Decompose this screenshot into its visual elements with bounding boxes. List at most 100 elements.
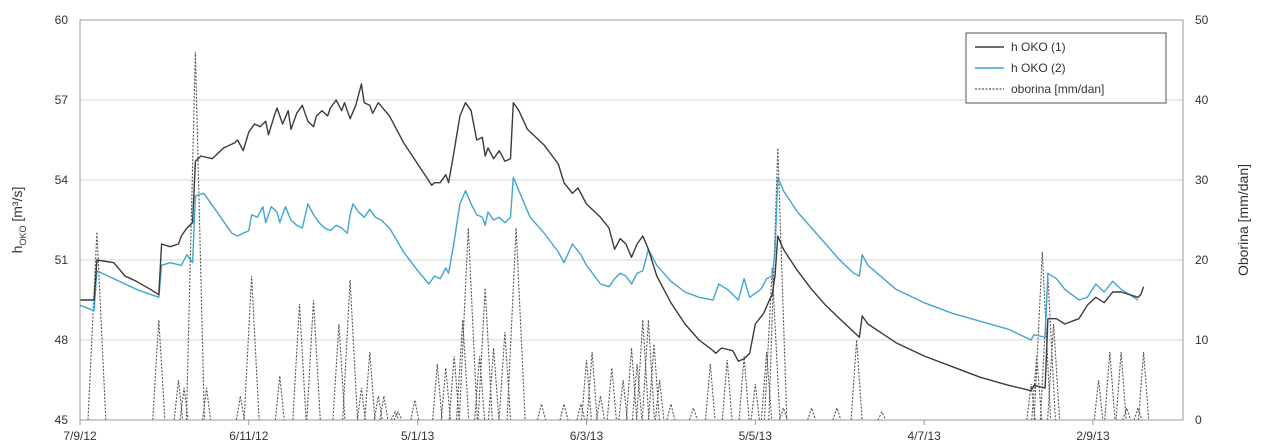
y-right-tick-label: 50 xyxy=(1195,13,1209,27)
series-line-h-oko-2 xyxy=(79,176,1139,341)
rain-spike xyxy=(778,406,788,421)
rain-spike xyxy=(458,227,478,421)
rain-spike xyxy=(1133,406,1143,421)
y-right-tick-label: 10 xyxy=(1195,333,1209,347)
y-axis-left-title-sub: OKO xyxy=(18,226,28,246)
rain-spike xyxy=(688,406,698,421)
x-tick-label: 2/9/13 xyxy=(1076,429,1110,443)
rain-spike xyxy=(641,319,656,421)
x-axis-ticks: 7/9/12 6/11/12 5/1/13 6/3/13 5/5/13 4/7/13 2/9… xyxy=(63,420,1110,443)
plot-frame xyxy=(79,19,1184,421)
y-left-tick-label: 45 xyxy=(55,413,69,427)
rain-spike xyxy=(559,403,569,421)
rain-spike xyxy=(1122,406,1132,421)
rain-spike xyxy=(763,267,781,421)
rain-spike xyxy=(807,406,817,421)
rain-spike xyxy=(595,395,606,421)
rain-spike xyxy=(455,319,470,421)
series-line-h-oko-1 xyxy=(80,83,1145,392)
legend-label-h-oko-1: h OKO (1) xyxy=(1011,40,1066,54)
rain-spike xyxy=(721,359,733,421)
rain-spike xyxy=(832,406,842,421)
legend-label-h-oko-2: h OKO (2) xyxy=(1011,61,1066,75)
rain-spike xyxy=(243,275,260,421)
rain-spike xyxy=(581,359,592,421)
rain-spike xyxy=(390,410,400,421)
rain-spike xyxy=(292,303,307,421)
y-axis-right-title: Oborina [mm/dan] xyxy=(1235,164,1251,276)
y-axis-left-title: hOKO [m³/s] xyxy=(9,187,28,254)
rain-spike xyxy=(448,355,460,421)
y-left-tick-label: 48 xyxy=(55,333,69,347)
y-right-tick-label: 20 xyxy=(1195,253,1209,267)
rain-spike xyxy=(410,399,420,421)
rain-spike xyxy=(1115,351,1127,421)
rain-spike xyxy=(606,367,617,421)
rain-spike xyxy=(173,379,184,421)
rain-spike xyxy=(648,343,660,421)
rain-spike xyxy=(1104,351,1116,421)
rain-spike xyxy=(477,287,493,421)
rain-spike xyxy=(1093,379,1104,421)
rain-spike xyxy=(654,379,665,421)
x-tick-label: 7/9/12 xyxy=(63,429,97,443)
y-left-tick-label: 54 xyxy=(55,173,69,187)
y-right-tick-label: 40 xyxy=(1195,93,1209,107)
rain-spike xyxy=(618,379,628,421)
rain-spike xyxy=(506,227,526,421)
rain-spike xyxy=(760,351,773,421)
rain-spike xyxy=(202,387,212,421)
rain-spike xyxy=(332,323,346,421)
rain-spike xyxy=(306,299,321,421)
y-left-tick-label: 60 xyxy=(55,13,69,27)
rain-spike xyxy=(1137,351,1150,421)
rain-spike xyxy=(1026,383,1036,421)
legend-label-oborina: oborina [mm/dan] xyxy=(1011,82,1104,96)
rain-spike xyxy=(1033,251,1052,421)
rain-spike xyxy=(625,347,638,421)
rain-spike xyxy=(274,375,285,421)
legend: h OKO (1) h OKO (2) oborina [mm/dan] xyxy=(965,32,1167,104)
rain-spike xyxy=(356,387,366,421)
y-right-tick-label: 30 xyxy=(1195,173,1209,187)
rain-spike xyxy=(152,319,166,421)
x-tick-label: 5/1/13 xyxy=(401,429,435,443)
rain-spike xyxy=(738,355,750,421)
rain-spike xyxy=(586,351,598,421)
y-axis-left-title-main: h xyxy=(9,246,25,254)
rain-spike xyxy=(342,279,359,421)
y-right-tick-label: 0 xyxy=(1195,413,1202,427)
rain-spike xyxy=(432,363,443,421)
left-axis-ticks: 45 48 51 54 57 60 xyxy=(55,13,69,427)
rain-spike xyxy=(364,351,376,421)
rain-spike xyxy=(631,363,643,421)
x-tick-label: 6/11/12 xyxy=(229,429,268,443)
rain-spike xyxy=(235,395,245,421)
rain-spike xyxy=(666,403,676,421)
rain-spike xyxy=(750,383,760,421)
rain-spike xyxy=(373,395,383,421)
x-tick-label: 6/3/13 xyxy=(570,429,604,443)
y-axis-left-title-unit: [m³/s] xyxy=(9,187,25,226)
rain-spike xyxy=(393,410,403,421)
rain-spike xyxy=(704,363,716,421)
rain-spike xyxy=(1039,275,1056,421)
x-tick-label: 4/7/13 xyxy=(907,429,941,443)
y-left-tick-label: 57 xyxy=(55,93,69,107)
x-tick-label: 5/5/13 xyxy=(739,429,773,443)
rain-series xyxy=(87,51,1150,421)
rain-spike xyxy=(487,347,500,421)
rain-spike xyxy=(576,403,586,421)
rain-spike xyxy=(877,410,887,421)
rain-spike xyxy=(379,395,389,421)
rain-spike xyxy=(440,367,451,421)
right-axis-ticks: 0 10 20 30 40 50 xyxy=(1195,13,1209,427)
y-left-tick-label: 51 xyxy=(55,253,69,267)
rain-spike xyxy=(1047,323,1061,421)
rain-spike xyxy=(474,355,486,421)
rain-spike xyxy=(636,319,650,421)
rain-spike xyxy=(185,51,205,421)
rain-spike xyxy=(850,339,863,421)
rain-spike xyxy=(498,331,512,421)
